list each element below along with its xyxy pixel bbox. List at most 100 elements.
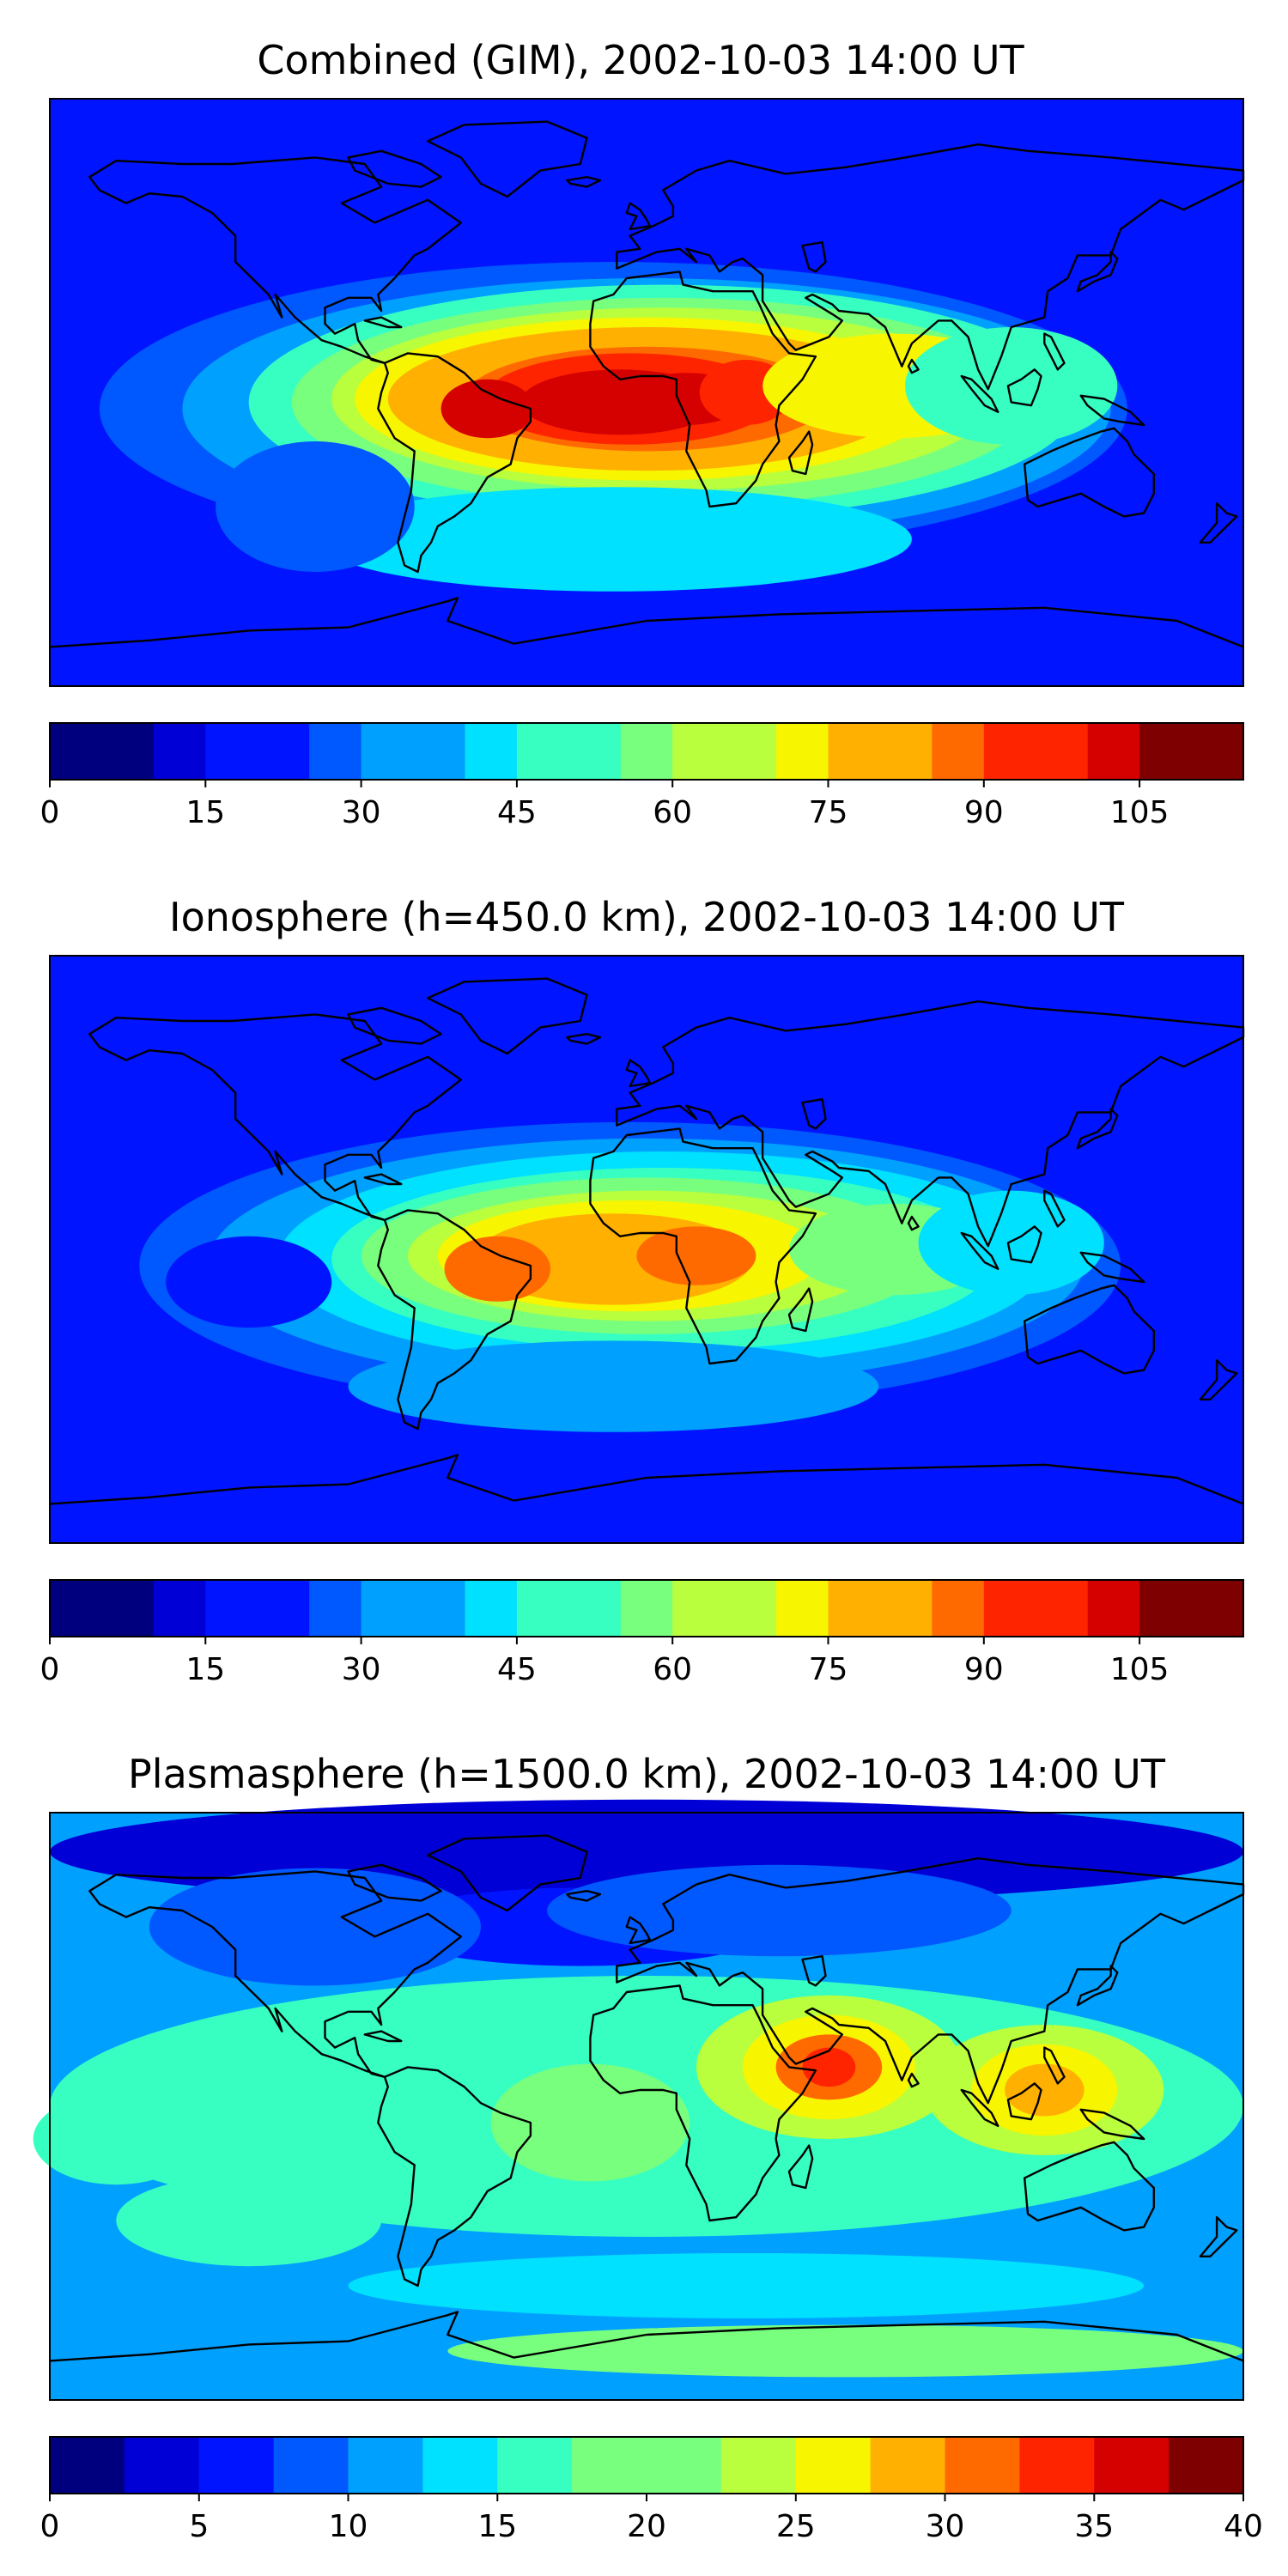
colorbar-segment — [361, 1580, 414, 1637]
colorbar-tick-label: 45 — [497, 795, 537, 830]
coastline-philippines — [1043, 1189, 1066, 1228]
colorbar-segment — [413, 1580, 466, 1637]
colorbar-tick-label: 35 — [1074, 2509, 1114, 2544]
colorbar-segment — [205, 723, 258, 780]
colorbar-segment — [50, 1580, 103, 1637]
colorbar-segment — [776, 723, 829, 780]
colorbar-segment — [361, 723, 414, 780]
coastline-iceland — [566, 1032, 602, 1045]
field-contour-14 — [1005, 2063, 1084, 2117]
colorbar-segment — [1094, 2437, 1170, 2494]
coastline-caspian — [801, 1097, 827, 1130]
colorbar-tick-label: 105 — [1110, 795, 1170, 830]
colorbar-segment — [672, 1580, 726, 1637]
panel3-coastlines — [49, 1834, 1245, 2362]
coastline-south-america — [377, 2066, 532, 2287]
field-contour-19 — [50, 634, 1243, 686]
colorbar-segment — [1191, 723, 1244, 780]
colorbar-segment — [516, 1580, 569, 1637]
colorbar-tick-label: 75 — [809, 1652, 848, 1687]
field-contour-14 — [166, 1236, 332, 1328]
panel3-title: Plasmasphere (h=1500.0 km), 2002-10-03 1… — [128, 1751, 1166, 1797]
panel2-colorbar: 0 15 30 45 60 75 90 105 — [40, 1579, 1244, 1687]
field-contour-18 — [216, 441, 415, 572]
coastline-caspian — [801, 1954, 827, 1987]
coastline-baffin — [347, 1863, 442, 1902]
coastline-africa — [589, 1127, 817, 1365]
colorbar-tick-label: 30 — [342, 1652, 381, 1687]
colorbar-segment — [465, 1580, 518, 1637]
panel2-map — [49, 955, 1245, 1544]
colorbar-tick-label: 60 — [653, 1652, 692, 1687]
coastline-srilanka — [907, 2072, 920, 2088]
coastline-srilanka — [907, 358, 920, 374]
colorbar-segment — [879, 723, 933, 780]
colorbar-segment — [1191, 1580, 1244, 1637]
colorbar-segment — [620, 723, 673, 780]
coastline-africa — [589, 1984, 817, 2222]
colorbar-segment — [870, 2437, 946, 2494]
colorbar-segment — [101, 723, 155, 780]
panel2-coastlines — [49, 977, 1245, 1505]
colorbar-segment — [516, 723, 569, 780]
colorbar-tick-label: 75 — [809, 795, 848, 830]
coastline-australia — [1023, 427, 1156, 518]
colorbar-segment — [348, 2437, 423, 2494]
colorbar-segment — [828, 1580, 881, 1637]
coastline-greatbritain — [625, 1916, 652, 1945]
colorbar-tick-label: 30 — [342, 795, 381, 830]
coastline-borneo — [1006, 1225, 1042, 1264]
coastline-newguinea — [1079, 394, 1145, 427]
colorbar-segment — [1019, 2437, 1095, 2494]
coastline-madagascar — [787, 430, 814, 476]
field-contour-16 — [905, 327, 1118, 445]
colorbar-segment — [1139, 723, 1193, 780]
coastline-greenland — [427, 120, 588, 198]
coastline-borneo — [1006, 368, 1042, 407]
coastline-africa — [589, 270, 817, 508]
colorbar-segment — [932, 723, 985, 780]
coastline-eurasia — [616, 1856, 1245, 2105]
colorbar-segment — [945, 2437, 1020, 2494]
field-contour-17 — [314, 487, 912, 592]
coastline-antarctica — [49, 1454, 1244, 1505]
colorbar-segment — [465, 723, 518, 780]
panel1-colorbar: 0 15 30 45 60 75 90 105 — [40, 722, 1244, 830]
field-contour-3 — [149, 1868, 481, 1986]
colorbar-segment — [1087, 723, 1140, 780]
coastline-cuba — [363, 316, 403, 329]
colorbar-tick-label: 45 — [497, 1652, 537, 1687]
coastline-iceland — [566, 1889, 602, 1902]
colorbar-segment — [198, 2437, 275, 2494]
panel1-map — [49, 98, 1245, 687]
colorbar-tick-label: 0 — [40, 795, 60, 830]
coastline-antarctica — [49, 2311, 1244, 2362]
colorbar-segment — [153, 723, 206, 780]
colorbar-segment — [724, 1580, 777, 1637]
colorbar-tick-label: 10 — [329, 2509, 368, 2544]
field-contour-13 — [348, 1340, 879, 1432]
colorbar-frame — [49, 1579, 1244, 1637]
colorbar-segment — [1036, 1580, 1089, 1637]
colorbar-tick-label: 15 — [185, 1652, 225, 1687]
colorbar-segment — [309, 723, 362, 780]
colorbar-segment — [257, 1580, 310, 1637]
colorbar-segment — [776, 1580, 829, 1637]
colorbar-segment — [422, 2437, 498, 2494]
coastline-borneo — [1006, 2082, 1042, 2121]
colorbar-tick-label: 0 — [40, 2509, 60, 2544]
coastline-baffin — [347, 149, 442, 188]
colorbar-segment — [1139, 1580, 1193, 1637]
coastline-madagascar — [787, 1287, 814, 1333]
colorbar-segment — [568, 723, 622, 780]
coastline-baffin — [347, 1006, 442, 1045]
colorbar-segment — [257, 723, 310, 780]
field-contour-2 — [547, 1864, 1012, 1957]
coastline-japan — [1076, 1108, 1119, 1150]
colorbar-segment — [879, 1580, 933, 1637]
colorbar-segment — [724, 723, 777, 780]
panel2-map-frame — [49, 955, 1244, 1544]
panel3-map-frame — [49, 1812, 1244, 2401]
coastline-greatbritain — [625, 202, 652, 231]
coastline-japan — [1076, 1965, 1119, 2007]
